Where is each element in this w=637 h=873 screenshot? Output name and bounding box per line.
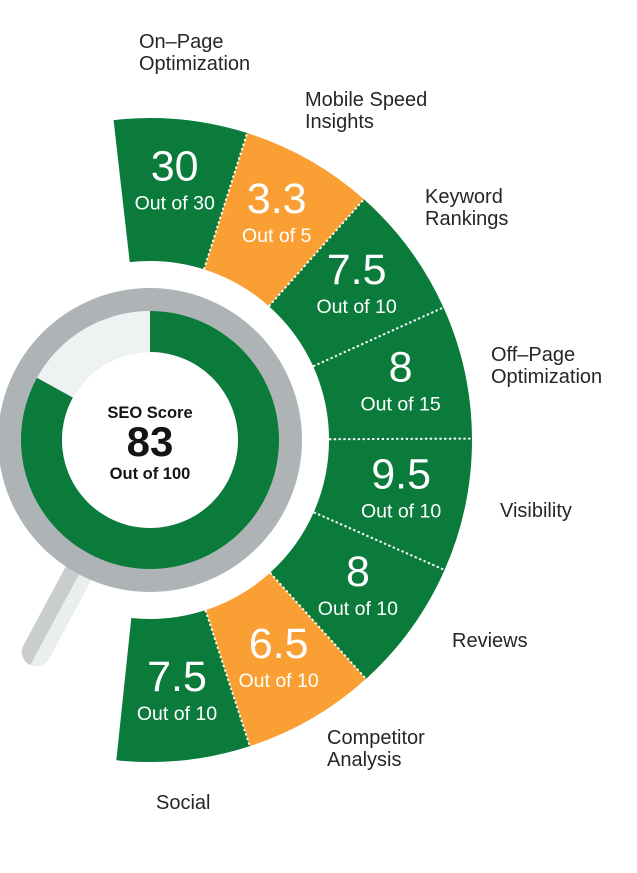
svg-text:Out of 30: Out of 30 [135, 193, 215, 215]
svg-text:Reviews: Reviews [452, 630, 528, 652]
svg-text:9.5: 9.5 [371, 450, 431, 498]
svg-text:7.5: 7.5 [147, 653, 207, 701]
svg-text:Out of 5: Out of 5 [242, 225, 312, 247]
svg-text:83: 83 [127, 418, 174, 465]
svg-text:Social: Social [156, 792, 210, 814]
svg-text:Out of 15: Out of 15 [360, 393, 440, 415]
svg-text:8: 8 [346, 548, 370, 596]
svg-text:6.5: 6.5 [249, 620, 309, 668]
svg-text:Visibility: Visibility [500, 500, 572, 522]
svg-text:Out of 10: Out of 10 [361, 500, 441, 522]
svg-text:Out of 10: Out of 10 [316, 296, 396, 318]
svg-text:Out of 100: Out of 100 [110, 465, 191, 483]
svg-text:Out of 10: Out of 10 [318, 598, 398, 620]
svg-text:Out of 10: Out of 10 [238, 670, 318, 692]
svg-text:8: 8 [389, 343, 413, 391]
svg-text:7.5: 7.5 [327, 246, 387, 294]
svg-text:Out of 10: Out of 10 [137, 703, 217, 725]
svg-text:30: 30 [151, 143, 199, 191]
svg-text:3.3: 3.3 [247, 175, 307, 223]
